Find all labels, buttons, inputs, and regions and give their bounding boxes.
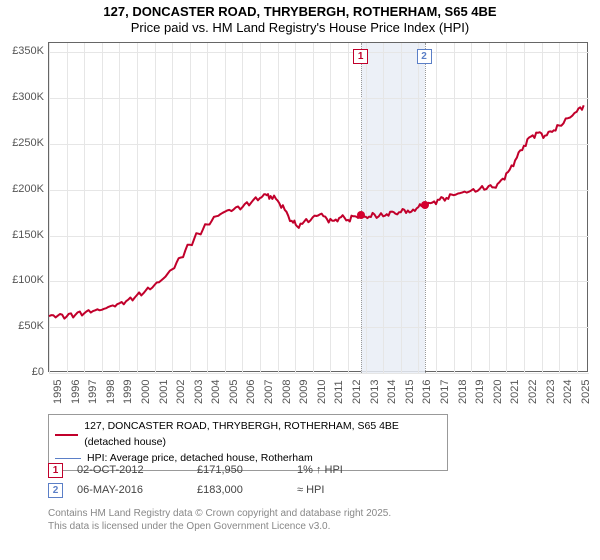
- series-main: [49, 43, 589, 373]
- x-tick-label: 2008: [281, 380, 293, 404]
- gridline-h: [49, 373, 589, 374]
- x-tick-label: 2002: [175, 380, 187, 404]
- x-tick-label: 2024: [562, 380, 574, 404]
- transaction-row: 2 06-MAY-2016£183,000≈ HPI: [48, 480, 417, 500]
- x-tick-label: 2006: [245, 380, 257, 404]
- transaction-flag: 1: [48, 463, 63, 478]
- transaction-delta: ≈ HPI: [297, 484, 417, 496]
- x-tick-label: 2015: [404, 380, 416, 404]
- transaction-row: 1 02-OCT-2012£171,9501% ↑ HPI: [48, 460, 417, 480]
- x-tick-label: 1999: [122, 380, 134, 404]
- footer-line2: This data is licensed under the Open Gov…: [48, 521, 391, 534]
- x-tick-label: 2020: [492, 380, 504, 404]
- title-line2: Price paid vs. HM Land Registry's House …: [0, 20, 600, 36]
- y-tick-label: £250K: [0, 137, 44, 149]
- price-marker: [421, 201, 429, 209]
- chart-container: 127, DONCASTER ROAD, THRYBERGH, ROTHERHA…: [0, 0, 600, 560]
- plot-area: 12: [48, 42, 588, 372]
- x-tick-label: 2018: [457, 380, 469, 404]
- x-tick-label: 2014: [386, 380, 398, 404]
- y-tick-label: £350K: [0, 45, 44, 57]
- transaction-price: £183,000: [197, 484, 297, 496]
- title-line1: 127, DONCASTER ROAD, THRYBERGH, ROTHERHA…: [0, 4, 600, 20]
- transaction-delta: 1% ↑ HPI: [297, 464, 417, 476]
- chart-flag: 2: [417, 49, 432, 64]
- transaction-date: 02-OCT-2012: [77, 464, 197, 476]
- x-tick-label: 2000: [140, 380, 152, 404]
- x-tick-label: 2023: [545, 380, 557, 404]
- legend-label-main: 127, DONCASTER ROAD, THRYBERGH, ROTHERHA…: [84, 419, 441, 451]
- x-tick-label: 2004: [210, 380, 222, 404]
- x-tick-label: 2016: [421, 380, 433, 404]
- y-tick-label: £50K: [0, 320, 44, 332]
- x-tick-label: 2005: [228, 380, 240, 404]
- y-tick-label: £300K: [0, 91, 44, 103]
- x-tick-label: 2017: [439, 380, 451, 404]
- x-tick-label: 2003: [193, 380, 205, 404]
- chart-flag: 1: [353, 49, 368, 64]
- transaction-flag: 2: [48, 483, 63, 498]
- x-tick-label: 1996: [70, 380, 82, 404]
- transaction-date: 06-MAY-2016: [77, 484, 197, 496]
- x-tick-label: 2009: [298, 380, 310, 404]
- footer-line1: Contains HM Land Registry data © Crown c…: [48, 508, 391, 521]
- x-tick-label: 2012: [351, 380, 363, 404]
- footer: Contains HM Land Registry data © Crown c…: [48, 508, 391, 533]
- x-tick-label: 2011: [333, 380, 345, 404]
- y-tick-label: £0: [0, 366, 44, 378]
- x-tick-label: 2013: [369, 380, 381, 404]
- price-marker: [357, 211, 365, 219]
- y-tick-label: £100K: [0, 274, 44, 286]
- x-tick-label: 2022: [527, 380, 539, 404]
- y-tick-label: £200K: [0, 183, 44, 195]
- x-tick-label: 1995: [52, 380, 64, 404]
- y-tick-label: £150K: [0, 229, 44, 241]
- transactions-table: 1 02-OCT-2012£171,9501% ↑ HPI 2 06-MAY-2016…: [48, 460, 417, 500]
- x-tick-label: 2021: [509, 380, 521, 404]
- legend-item-main: 127, DONCASTER ROAD, THRYBERGH, ROTHERHA…: [55, 419, 441, 451]
- x-tick-label: 2007: [263, 380, 275, 404]
- x-tick-label: 1998: [105, 380, 117, 404]
- legend-swatch-main: [55, 434, 78, 436]
- legend-swatch-hpi: [55, 458, 81, 459]
- x-tick-label: 2001: [158, 380, 170, 404]
- x-tick-label: 2010: [316, 380, 328, 404]
- chart-title: 127, DONCASTER ROAD, THRYBERGH, ROTHERHA…: [0, 0, 600, 37]
- transaction-price: £171,950: [197, 464, 297, 476]
- x-tick-label: 1997: [87, 380, 99, 404]
- x-tick-label: 2025: [580, 380, 592, 404]
- x-tick-label: 2019: [474, 380, 486, 404]
